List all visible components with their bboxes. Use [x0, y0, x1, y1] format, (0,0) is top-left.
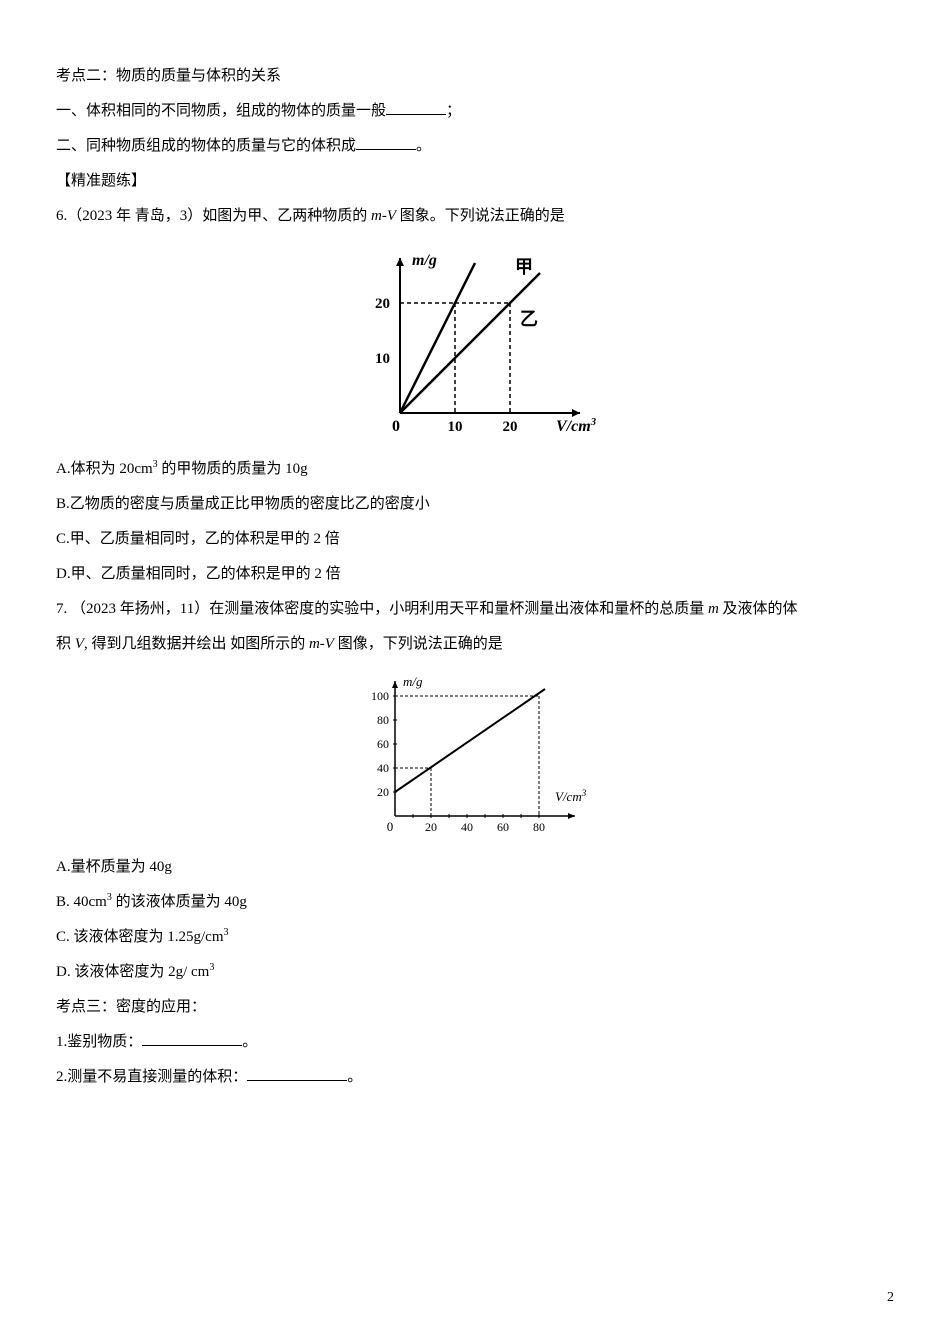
svg-text:20: 20	[377, 785, 389, 799]
q7-optB-b: 的该液体质量为 40g	[112, 894, 247, 910]
q7-stem-1: 7. （2023 年扬州，11）在测量液体密度的实验中，小明利用天平和量杯测量出…	[56, 593, 894, 626]
kp3-line2-b: 。	[347, 1069, 362, 1085]
q7-mv: m-V	[309, 636, 334, 652]
q6-optD: D.甲、乙质量相同时，乙的体积是甲的 2 倍	[56, 558, 894, 591]
svg-text:100: 100	[371, 689, 389, 703]
kp2-line1: 一、体积相同的不同物质，组成的物体的质量一般 ；	[56, 95, 894, 128]
q7-stem-b: 及液体的体	[719, 601, 798, 617]
q6-optC: C.甲、乙质量相同时，乙的体积是甲的 2 倍	[56, 523, 894, 556]
q7-v: V	[75, 636, 84, 652]
kp2-line2-b: 。	[416, 138, 431, 154]
svg-text:80: 80	[533, 820, 545, 834]
q7-optD: D. 该液体密度为 2g/ cm3	[56, 956, 894, 989]
svg-text:m/g: m/g	[412, 252, 437, 269]
q6-optA-text: A.体积为 20cm	[56, 461, 153, 477]
q7-optA: A.量杯质量为 40g	[56, 851, 894, 884]
q7-stem-e: 图像，下列说法正确的是	[334, 636, 503, 652]
blank	[142, 1031, 242, 1046]
q7-optB-a: B. 40cm	[56, 894, 107, 910]
blank	[356, 135, 416, 150]
sup3: 3	[224, 927, 229, 938]
svg-text:10: 10	[375, 351, 390, 367]
kp2-line2: 二、同种物质组成的物体的质量与它的体积成 。	[56, 130, 894, 163]
kp3-line2: 2.测量不易直接测量的体积： 。	[56, 1061, 894, 1094]
q7-stem-d: , 得到几组数据并绘出 如图所示的	[84, 636, 309, 652]
q7-chart: 0 20 40 60 80 100 20 40 60 80 m/g V/cm3	[56, 671, 894, 841]
svg-text:20: 20	[425, 820, 437, 834]
svg-text:10: 10	[448, 419, 463, 435]
q6-optA: A.体积为 20cm3 的甲物质的质量为 10g	[56, 453, 894, 486]
svg-text:80: 80	[377, 713, 389, 727]
kp2-line1-a: 一、体积相同的不同物质，组成的物体的质量一般	[56, 103, 386, 119]
q6-chart: 0 10 20 10 20 m/g V/cm3 甲 乙	[56, 243, 894, 443]
svg-text:乙: 乙	[520, 309, 538, 329]
svg-text:40: 40	[461, 820, 473, 834]
sup3: 3	[209, 962, 214, 973]
q7-optC-a: C. 该液体密度为 1.25g/cm	[56, 929, 224, 945]
blank	[247, 1066, 347, 1081]
svg-text:40: 40	[377, 761, 389, 775]
kp3-line1-a: 1.鉴别物质：	[56, 1034, 142, 1050]
svg-text:0: 0	[392, 418, 400, 435]
svg-text:m/g: m/g	[403, 674, 423, 689]
svg-text:20: 20	[375, 296, 390, 312]
svg-text:甲: 甲	[515, 257, 533, 277]
svg-text:60: 60	[377, 737, 389, 751]
q6-optA-end: 的甲物质的质量为 10g	[158, 461, 308, 477]
kp2-title: 考点二：物质的质量与体积的关系	[56, 60, 894, 93]
blank	[386, 100, 446, 115]
q7-m: m	[708, 601, 719, 617]
q6-mv: m-V	[371, 208, 396, 224]
kp3-line1-b: 。	[242, 1034, 257, 1050]
q6-stem-end: 图象。下列说法正确的是	[396, 208, 565, 224]
q7-stem-c: 积	[56, 636, 75, 652]
svg-text:0: 0	[387, 819, 394, 834]
q7-stem-a: 7. （2023 年扬州，11）在测量液体密度的实验中，小明利用天平和量杯测量出…	[56, 601, 708, 617]
kp2-line1-b: ；	[446, 103, 461, 119]
page-number: 2	[887, 1283, 894, 1314]
svg-text:60: 60	[497, 820, 509, 834]
q7-optD-a: D. 该液体密度为 2g/ cm	[56, 964, 209, 980]
q6-optB: B.乙物质的密度与质量成正比甲物质的密度比乙的密度小	[56, 488, 894, 521]
kp3-line2-a: 2.测量不易直接测量的体积：	[56, 1069, 247, 1085]
q7-stem-2: 积 V, 得到几组数据并绘出 如图所示的 m-V 图像，下列说法正确的是	[56, 628, 894, 661]
q6-stem-text: 6.（2023 年 青岛，3）如图为甲、乙两种物质的	[56, 208, 371, 224]
svg-text:V/cm3: V/cm3	[556, 416, 597, 435]
q7-optC: C. 该液体密度为 1.25g/cm3	[56, 921, 894, 954]
kp3-line1: 1.鉴别物质： 。	[56, 1026, 894, 1059]
q6-stem: 6.（2023 年 青岛，3）如图为甲、乙两种物质的 m-V 图象。下列说法正确…	[56, 200, 894, 233]
svg-text:20: 20	[503, 419, 518, 435]
q7-optB: B. 40cm3 的该液体质量为 40g	[56, 886, 894, 919]
kp2-line2-a: 二、同种物质组成的物体的质量与它的体积成	[56, 138, 356, 154]
practice-heading: 【精准题练】	[56, 165, 894, 198]
kp3-title: 考点三：密度的应用：	[56, 991, 894, 1024]
svg-text:V/cm3: V/cm3	[555, 788, 587, 804]
